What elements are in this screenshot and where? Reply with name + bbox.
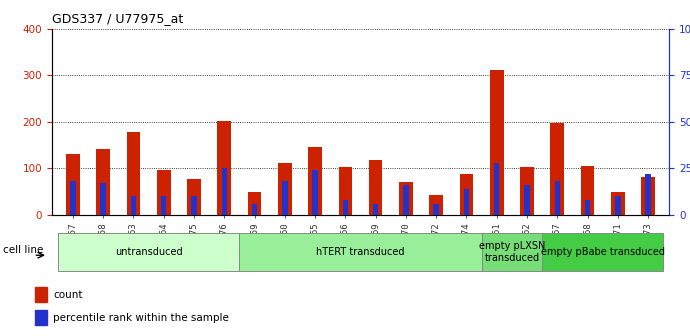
Bar <box>131 196 136 215</box>
Bar <box>187 179 201 215</box>
Bar <box>101 183 106 215</box>
Bar <box>308 148 322 215</box>
Text: empty pLXSN
transduced: empty pLXSN transduced <box>479 241 545 263</box>
Bar <box>239 233 482 271</box>
Text: untransduced: untransduced <box>115 247 182 257</box>
Text: hTERT transduced: hTERT transduced <box>316 247 405 257</box>
Bar <box>339 167 352 215</box>
Text: percentile rank within the sample: percentile rank within the sample <box>53 312 229 323</box>
Bar <box>551 123 564 215</box>
Bar <box>490 70 504 215</box>
Bar <box>157 170 170 215</box>
Bar <box>66 155 80 215</box>
Bar <box>343 200 348 215</box>
Bar <box>555 181 560 215</box>
Bar <box>611 192 624 215</box>
Bar <box>433 204 439 215</box>
Bar <box>641 177 655 215</box>
Bar <box>373 204 378 215</box>
Bar <box>127 132 140 215</box>
Bar <box>615 196 620 215</box>
Bar <box>221 168 227 215</box>
Bar <box>161 196 166 215</box>
Bar <box>585 200 590 215</box>
Bar <box>369 160 382 215</box>
Bar <box>403 185 408 215</box>
Bar <box>460 174 473 215</box>
Bar <box>97 149 110 215</box>
Bar <box>34 310 47 325</box>
Bar <box>191 196 197 215</box>
Text: GDS337 / U77975_at: GDS337 / U77975_at <box>52 12 183 25</box>
Bar <box>542 233 663 271</box>
Bar <box>399 182 413 215</box>
Bar <box>581 166 594 215</box>
Bar <box>34 287 47 302</box>
Bar <box>429 195 443 215</box>
Bar <box>464 189 469 215</box>
Text: count: count <box>53 290 83 300</box>
Bar <box>70 181 76 215</box>
Bar <box>482 233 542 271</box>
Bar <box>278 163 292 215</box>
Bar <box>520 167 534 215</box>
Bar <box>524 185 530 215</box>
Bar <box>58 233 239 271</box>
Bar <box>248 192 262 215</box>
Text: cell line: cell line <box>3 245 44 255</box>
Text: empty pBabe transduced: empty pBabe transduced <box>541 247 664 257</box>
Bar <box>494 163 500 215</box>
Bar <box>282 181 288 215</box>
Bar <box>645 174 651 215</box>
Bar <box>313 170 318 215</box>
Bar <box>252 204 257 215</box>
Bar <box>217 121 231 215</box>
